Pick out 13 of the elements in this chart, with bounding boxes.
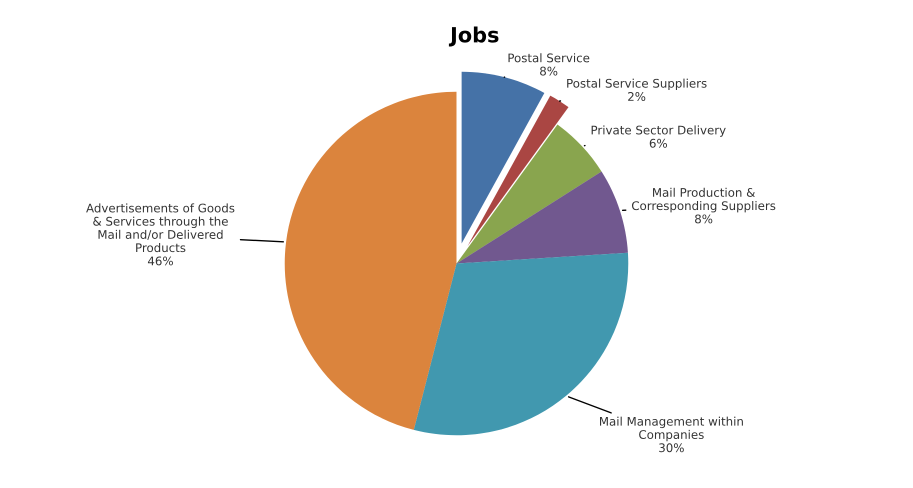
data-label: 8% [695, 214, 712, 224]
slice-label: Postal Service Suppliers [567, 78, 707, 90]
chart-title: Jobs [448, 26, 498, 47]
data-label: 46% [148, 256, 173, 266]
slice-label: Mail Production & Corresponding Suppliers [632, 188, 776, 212]
slice-label: Private Sector Delivery [592, 125, 726, 137]
data-label: 2% [628, 92, 646, 101]
data-label: 6% [650, 138, 668, 148]
slice-label: Advertisements of Goods & Services through the Mail and/or Delivered Products [86, 203, 234, 252]
slice-label: Postal Service [508, 53, 590, 62]
slice-label: Mail Management within Companies [600, 416, 743, 442]
data-label: 30% [659, 443, 684, 452]
data-label: 8% [540, 66, 558, 76]
